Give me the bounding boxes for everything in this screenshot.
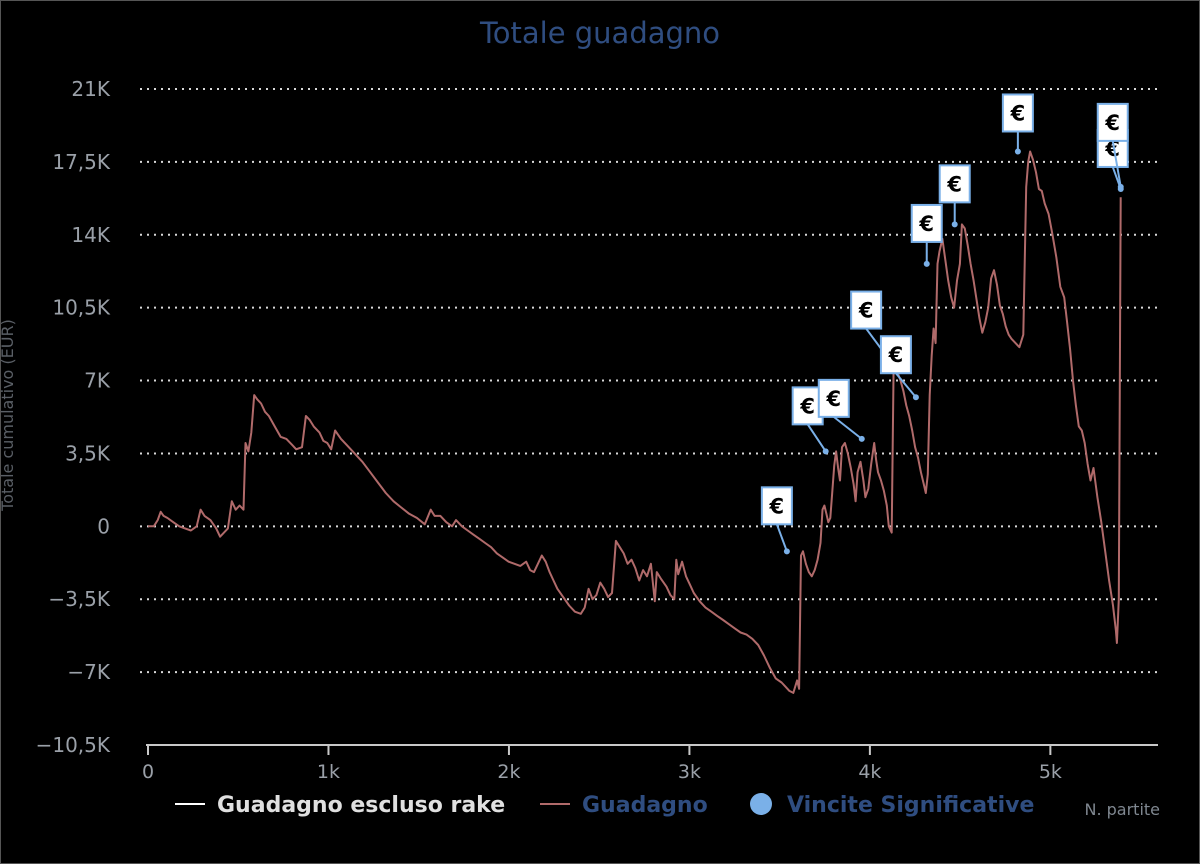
- significant-win-point[interactable]: [951, 221, 958, 228]
- y-tick-label: −10,5K: [36, 733, 111, 757]
- flag-label: €: [825, 387, 841, 411]
- legend-item-label[interactable]: Vincite Significative: [787, 793, 1034, 818]
- significant-win-flag[interactable]: [910, 203, 943, 243]
- significant-win-point[interactable]: [923, 260, 930, 267]
- series-line-guadagno: [148, 150, 1122, 694]
- y-tick-label: 7K: [84, 369, 111, 393]
- y-tick-label: −3,5K: [48, 587, 111, 611]
- flag-label: €: [946, 172, 962, 196]
- x-tick-label: 4k: [858, 761, 881, 783]
- flag-label: €: [888, 343, 904, 367]
- significant-win-flag[interactable]: [938, 164, 971, 204]
- significant-win-point[interactable]: [822, 448, 829, 455]
- y-axis-ticks: 21K 17,5K 14K 10,5K 7K 3,5K 0 −3,5K −7K −10,5K: [36, 77, 111, 757]
- series-layer: [148, 150, 1122, 694]
- flag-label: €: [799, 394, 815, 418]
- flag-label: €: [918, 212, 934, 236]
- significant-win-flag[interactable]: [817, 378, 850, 418]
- grid-lines: [140, 88, 1158, 674]
- y-tick-label: 17,5K: [52, 150, 111, 174]
- y-axis-label: Totale cumulativo (EUR): [0, 319, 17, 512]
- legend-marker: [750, 793, 772, 815]
- x-axis: 0 1k 2k 3k 4k 5k: [142, 744, 1158, 783]
- x-tick-label: 3k: [678, 761, 701, 783]
- flag-connector: [806, 423, 827, 452]
- significant-win-point[interactable]: [1117, 183, 1124, 190]
- flag-label: €: [1104, 111, 1120, 135]
- legend-item-label[interactable]: Guadagno: [582, 793, 708, 818]
- x-tick-label: 5k: [1039, 761, 1062, 783]
- significant-win-flag[interactable]: [879, 335, 912, 375]
- x-tick-label: 2k: [497, 761, 520, 783]
- flag-label: €: [769, 494, 785, 518]
- x-tick-label: 0: [142, 761, 154, 783]
- significant-wins-layer: €€ €€€€€€€€: [760, 93, 1129, 555]
- flag-connector: [895, 372, 917, 398]
- significant-win-point[interactable]: [1014, 148, 1021, 155]
- flag-label: €: [1010, 101, 1026, 125]
- flag-connector: [833, 416, 863, 440]
- y-tick-label: 3,5K: [65, 441, 111, 465]
- x-axis-label: N. partite: [1084, 800, 1160, 819]
- flag-connector: [775, 523, 788, 552]
- flag-connector: [1111, 140, 1122, 188]
- y-tick-label: 14K: [71, 223, 110, 247]
- flag-label: €: [858, 299, 874, 323]
- chart-title: Totale guadagno: [479, 16, 720, 50]
- y-tick-label: 0: [97, 514, 110, 538]
- significant-win-point[interactable]: [858, 435, 865, 442]
- significant-win-flag[interactable]: [850, 290, 883, 330]
- significant-win-flag[interactable]: [1001, 93, 1034, 133]
- y-tick-label: 10,5K: [52, 296, 111, 320]
- legend-item-label[interactable]: Guadagno escluso rake: [217, 793, 505, 818]
- significant-win-point[interactable]: [912, 394, 919, 401]
- significant-win-flag[interactable]: [760, 486, 793, 526]
- significant-win-flag[interactable]: [1096, 102, 1129, 142]
- y-tick-label: −7K: [67, 660, 110, 684]
- y-tick-label: 21K: [71, 77, 110, 101]
- significant-win-point[interactable]: [783, 548, 790, 555]
- legend: Guadagno escluso rake Guadagno Vincite Sig…: [175, 793, 1034, 818]
- x-tick-label: 1k: [317, 761, 340, 783]
